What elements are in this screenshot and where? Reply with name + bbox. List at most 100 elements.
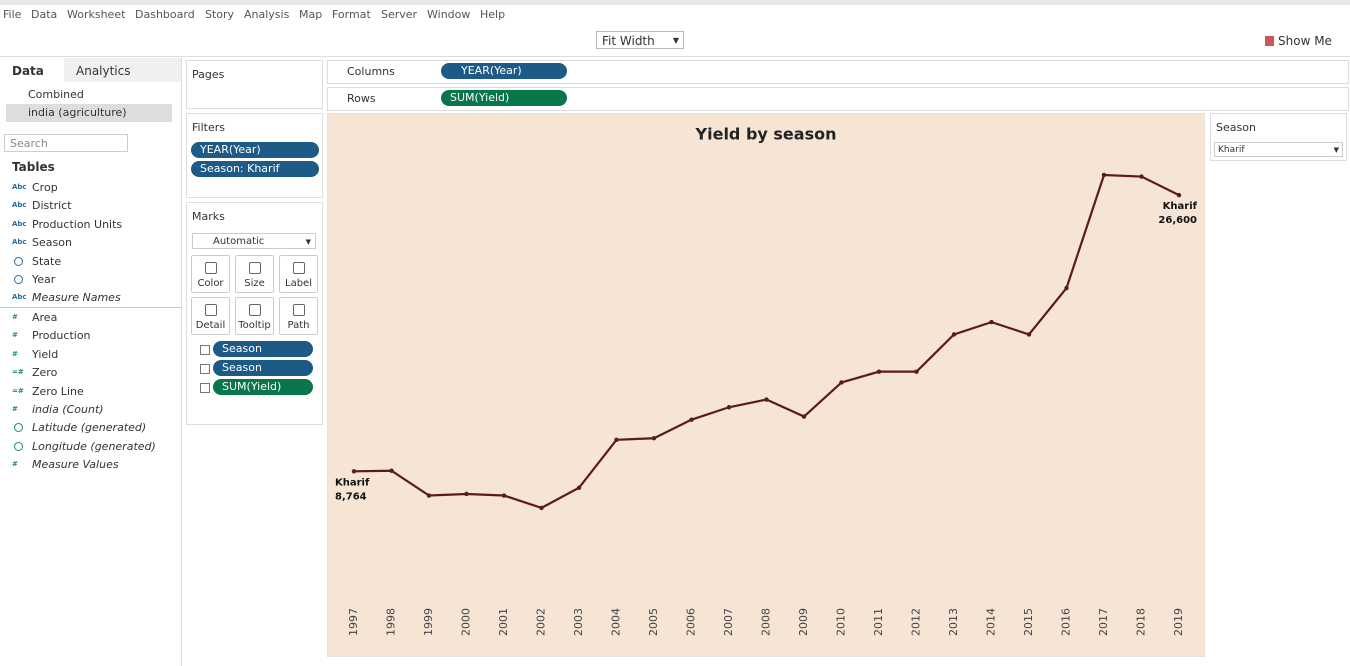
point bbox=[576, 485, 582, 490]
button-label: Detail bbox=[195, 320, 226, 331]
x-tick-label: 2002 bbox=[535, 608, 548, 636]
menu-item[interactable]: Data bbox=[31, 8, 58, 21]
pill[interactable]: YEAR(Year) bbox=[441, 63, 567, 79]
fit-dropdown[interactable]: Fit Width ▼ bbox=[596, 31, 684, 49]
menu-item[interactable]: Format bbox=[332, 8, 371, 21]
x-tick-label: 1998 bbox=[385, 608, 398, 636]
menu-item[interactable]: Story bbox=[205, 8, 235, 21]
value-label: 8,764 bbox=[335, 491, 367, 502]
tab[interactable]: Data bbox=[0, 58, 64, 82]
field[interactable]: State bbox=[32, 254, 62, 268]
field-icon: # bbox=[12, 460, 18, 469]
x-tick-label: 2011 bbox=[872, 608, 885, 636]
x-tick-label: 2007 bbox=[722, 608, 735, 636]
point bbox=[989, 319, 994, 325]
menu-item[interactable]: Dashboard bbox=[135, 8, 195, 21]
card-title: Marks bbox=[192, 210, 225, 223]
mark-button[interactable]: Label bbox=[279, 255, 318, 293]
fit-label: Fit Width bbox=[602, 34, 655, 48]
field-icon: Abc bbox=[12, 293, 27, 302]
pill[interactable]: YEAR(Year) bbox=[191, 142, 319, 158]
mark-type[interactable]: Automatic ▼ bbox=[192, 233, 316, 249]
chart-title: Yield by season bbox=[695, 125, 837, 144]
menu-item[interactable]: Window bbox=[427, 8, 471, 21]
search-box[interactable]: Search bbox=[4, 134, 128, 152]
field[interactable]: Production bbox=[32, 329, 91, 343]
menu-item[interactable]: File bbox=[3, 8, 22, 21]
point bbox=[689, 417, 694, 422]
toolbar: Fit Width ▼ Show Me bbox=[0, 26, 1350, 73]
field-icon bbox=[14, 423, 23, 433]
mark-button[interactable]: Detail bbox=[191, 297, 230, 335]
x-tick-label: 2009 bbox=[797, 608, 810, 636]
menu-item[interactable]: Worksheet bbox=[67, 8, 126, 21]
field[interactable]: Year bbox=[32, 273, 56, 286]
title-strip bbox=[0, 0, 1350, 5]
pages-card: Pages bbox=[186, 60, 323, 109]
field[interactable]: Crop bbox=[32, 181, 58, 194]
point bbox=[726, 405, 732, 410]
tab[interactable]: Analytics bbox=[64, 58, 181, 82]
field[interactable]: Season bbox=[32, 236, 72, 250]
pill[interactable]: Season bbox=[213, 360, 313, 376]
selected-source bbox=[6, 104, 172, 122]
button-label: Tooltip bbox=[238, 320, 271, 331]
field[interactable]: Latitude (generated) bbox=[32, 421, 147, 435]
field-icon: Abc bbox=[12, 238, 27, 247]
point bbox=[1176, 192, 1182, 198]
mark-button[interactable]: Color bbox=[191, 255, 230, 293]
pill[interactable]: SUM(Yield) bbox=[213, 379, 313, 395]
field[interactable]: Yield bbox=[32, 347, 59, 361]
shelf-label: Rows bbox=[347, 92, 376, 105]
field[interactable]: Production Units bbox=[32, 217, 123, 231]
point bbox=[426, 493, 432, 498]
field-icon bbox=[14, 256, 23, 266]
point bbox=[651, 436, 657, 441]
point bbox=[1139, 174, 1144, 179]
field[interactable]: Zero Line bbox=[32, 384, 84, 398]
marks-card: Marks Automatic ▼ Color Size Label Detail Too… bbox=[186, 202, 323, 425]
button-label: Label bbox=[285, 278, 312, 289]
mark-button[interactable]: Size bbox=[235, 255, 274, 293]
point bbox=[1026, 332, 1032, 337]
separator bbox=[0, 307, 181, 308]
field-icon bbox=[14, 275, 23, 284]
field-icon: Abc bbox=[12, 219, 27, 228]
point bbox=[801, 414, 807, 419]
field[interactable]: india (Count) bbox=[32, 403, 104, 416]
point bbox=[876, 369, 882, 374]
field[interactable]: Measure Values bbox=[32, 458, 119, 472]
field[interactable]: Area bbox=[32, 311, 58, 324]
mark-button[interactable]: Path bbox=[279, 297, 318, 335]
point bbox=[501, 493, 507, 498]
x-tick-label: 2006 bbox=[685, 608, 698, 636]
field[interactable]: Measure Names bbox=[32, 291, 121, 305]
show-me[interactable]: Show Me bbox=[1265, 34, 1332, 48]
field[interactable]: District bbox=[32, 199, 72, 213]
card-title: Season bbox=[1216, 121, 1256, 134]
field-icon: # bbox=[12, 405, 18, 413]
filters-card: Filters YEAR(Year) Season: Kharif bbox=[186, 113, 323, 198]
pill[interactable]: SUM(Yield) bbox=[441, 90, 567, 106]
menu-item[interactable]: Analysis bbox=[244, 8, 290, 21]
x-tick-label: 2005 bbox=[647, 608, 660, 636]
pill[interactable]: Season bbox=[213, 341, 313, 357]
mark-button[interactable]: Tooltip bbox=[235, 297, 274, 335]
menu-item[interactable]: Help bbox=[480, 8, 506, 21]
pill[interactable]: Season: Kharif bbox=[191, 161, 319, 177]
x-tick-label: 2010 bbox=[835, 608, 848, 636]
field[interactable]: Longitude (generated) bbox=[32, 439, 156, 453]
season-dropdown[interactable]: Kharif ▼ bbox=[1214, 142, 1343, 157]
field-icon: Abc bbox=[12, 201, 27, 210]
field-icon: =# bbox=[12, 368, 24, 377]
data-source[interactable]: Combined bbox=[28, 88, 84, 101]
menu-item[interactable]: Map bbox=[299, 8, 323, 21]
chart: Yield by season 1997 1998 1999 2000 2001 2002… bbox=[327, 113, 1205, 657]
menu-item[interactable]: Server bbox=[381, 8, 418, 21]
field[interactable]: Zero bbox=[32, 366, 58, 380]
x-tick-label: 1997 bbox=[347, 608, 360, 636]
section-title: Tables bbox=[12, 160, 55, 174]
x-tick-label: 2016 bbox=[1060, 608, 1073, 636]
data-source[interactable]: india (agriculture) bbox=[28, 106, 127, 119]
